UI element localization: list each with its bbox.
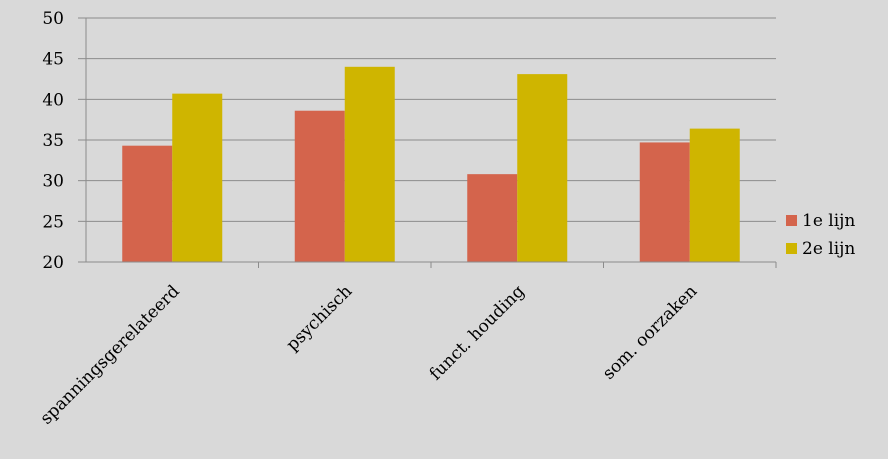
axes <box>85 18 776 263</box>
bars <box>122 66 740 263</box>
y-tick-label: 25 <box>42 212 64 232</box>
legend: 1e lijn 2e lijn <box>786 211 855 259</box>
bar-1e-lijn-1 <box>294 110 345 262</box>
x-category-labels: spanningsgerelateerd psychisch funct. houd… <box>36 281 701 428</box>
bar-2e-lijn-0 <box>172 93 223 262</box>
x-category-label: psychisch <box>283 281 357 355</box>
bar-1e-lijn-0 <box>122 145 173 262</box>
y-tick-label: 35 <box>42 131 64 151</box>
legend-swatch-2e-lijn <box>786 243 797 254</box>
x-category-label: som. oorzaken <box>599 281 701 383</box>
x-category-label: spanningsgerelateerd <box>36 281 183 428</box>
legend-label-2e-lijn: 2e lijn <box>802 239 855 259</box>
y-tick-label: 45 <box>42 50 64 70</box>
legend-label-1e-lijn: 1e lijn <box>802 211 855 231</box>
bar-2e-lijn-2 <box>517 74 568 263</box>
bar-2e-lijn-3 <box>689 128 740 262</box>
bar-1e-lijn-2 <box>467 174 518 262</box>
bar-1e-lijn-3 <box>639 142 690 262</box>
x-category-label: funct. houding <box>426 281 529 384</box>
y-tick-label: 20 <box>42 253 64 273</box>
legend-swatch-1e-lijn <box>786 215 797 226</box>
y-tick-label: 50 <box>42 9 64 29</box>
y-tick-labels: 20 25 30 35 40 45 50 <box>42 9 64 273</box>
y-tick-label: 40 <box>42 90 64 110</box>
y-tick-label: 30 <box>42 172 64 192</box>
bar-2e-lijn-1 <box>344 66 395 262</box>
